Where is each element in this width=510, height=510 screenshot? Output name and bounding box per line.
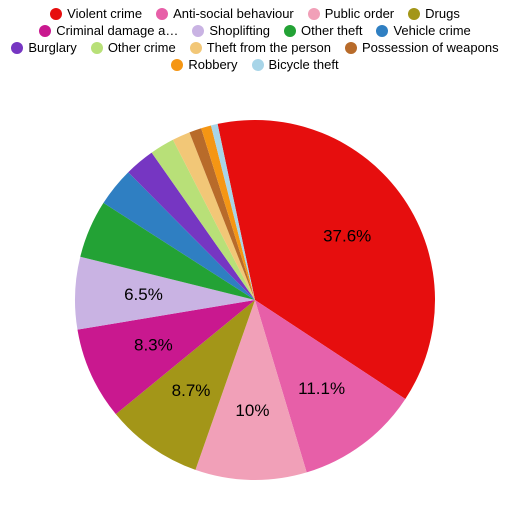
legend-label: Possession of weapons [362,40,499,55]
legend-label: Drugs [425,6,460,21]
slice-pct-label: 11.1% [298,379,345,398]
legend-label: Robbery [188,57,237,72]
legend-label: Shoplifting [209,23,270,38]
slice-pct-label: 10% [235,401,269,420]
legend-item: Anti-social behaviour [156,6,294,21]
legend-swatch [50,8,62,20]
slice-pct-label: 8.7% [172,381,211,400]
legend-item: Robbery [171,57,237,72]
legend-swatch [345,42,357,54]
legend-item: Vehicle crime [376,23,470,38]
legend-swatch [11,42,23,54]
slice-pct-label: 6.5% [124,285,163,304]
legend-swatch [284,25,296,37]
legend-item: Theft from the person [190,40,331,55]
legend-swatch [156,8,168,20]
legend-label: Violent crime [67,6,142,21]
legend-item: Bicycle theft [252,57,339,72]
legend-item: Shoplifting [192,23,270,38]
legend-label: Vehicle crime [393,23,470,38]
legend-item: Possession of weapons [345,40,499,55]
legend-swatch [252,59,264,71]
legend-swatch [190,42,202,54]
slice-pct-label: 37.6% [323,227,371,246]
legend-swatch [39,25,51,37]
legend-label: Criminal damage a… [56,23,178,38]
legend-item: Criminal damage a… [39,23,178,38]
legend-label: Public order [325,6,394,21]
legend-swatch [192,25,204,37]
legend-swatch [308,8,320,20]
pie-chart: 37.6% 11.1% 10% 8.7% 8.3% 6.5% [0,80,510,510]
legend-label: Bicycle theft [269,57,339,72]
legend-label: Other crime [108,40,176,55]
legend-label: Other theft [301,23,362,38]
legend-item: Public order [308,6,394,21]
legend-swatch [171,59,183,71]
slice-pct-label: 8.3% [134,336,173,355]
legend-item: Drugs [408,6,460,21]
legend-swatch [376,25,388,37]
legend-label: Theft from the person [207,40,331,55]
legend-item: Other crime [91,40,176,55]
pie-chart-container: Violent crime Anti-social behaviour Public… [0,0,510,510]
legend-swatch [408,8,420,20]
legend: Violent crime Anti-social behaviour Public… [0,0,510,72]
legend-item: Other theft [284,23,362,38]
legend-swatch [91,42,103,54]
legend-label: Burglary [28,40,76,55]
legend-label: Anti-social behaviour [173,6,294,21]
legend-item: Violent crime [50,6,142,21]
legend-item: Burglary [11,40,76,55]
